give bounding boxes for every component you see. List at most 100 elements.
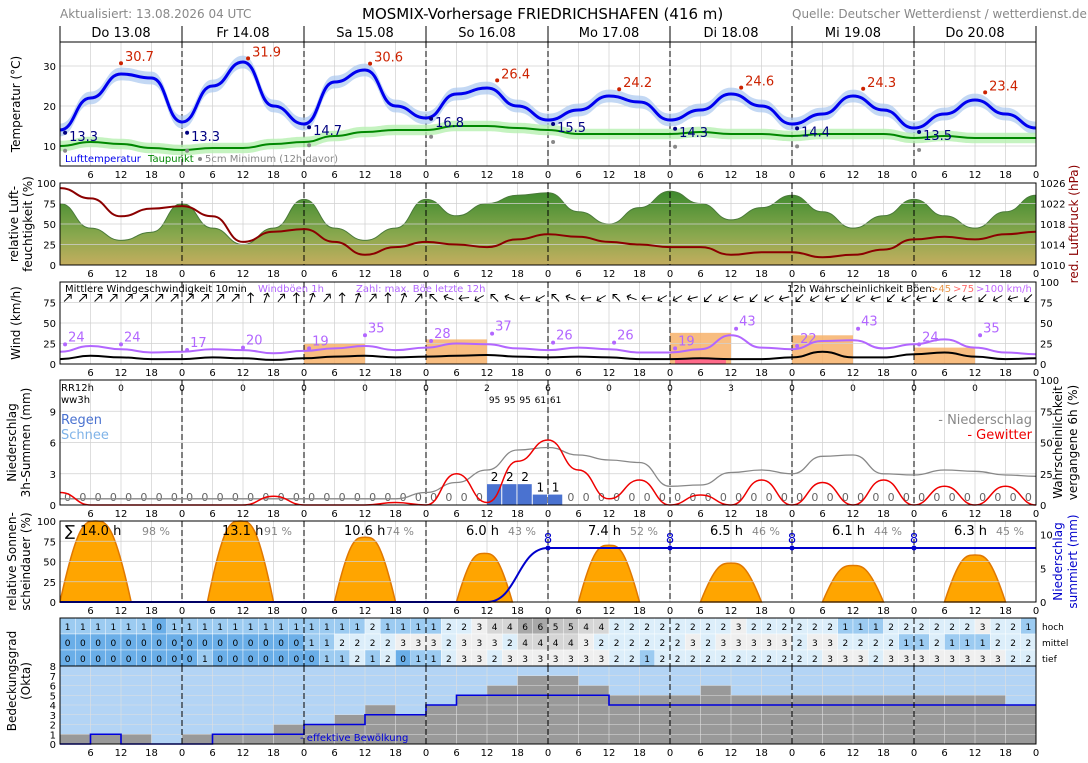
rain-bar-label: 1 (552, 481, 560, 495)
gust-max-label: 24 (922, 330, 939, 345)
cloud-layer-value: 2 (965, 623, 971, 633)
max-marker (119, 61, 123, 66)
precip-zero-label: 0 (110, 491, 117, 504)
hum-hour-label: 6 (209, 269, 215, 280)
arrow-head (718, 296, 724, 303)
hum-hour-label: 6 (819, 269, 825, 280)
temp-hour-label: 0 (423, 170, 429, 181)
day-header: Fr 14.08 (216, 26, 269, 41)
arrow-shaft (216, 294, 225, 302)
arrow-shaft (263, 293, 269, 303)
min-marker (917, 130, 922, 134)
ww3h-value: 95 (489, 396, 500, 406)
wind-direction-arrow-icon (687, 295, 698, 302)
wind-hour-label: 0 (911, 368, 917, 379)
cloud-layer-value: 2 (721, 655, 727, 665)
sunshine-percent: 91 % (264, 525, 292, 538)
sunshine-hours: 6.0 h (466, 524, 499, 539)
gust-line (59, 334, 1037, 356)
cloud-layer-value: 3 (492, 639, 498, 649)
cloud-layer-value: 2 (660, 623, 666, 633)
min-temp-label: 13.5 (923, 129, 952, 144)
cloud-layer-value: 2 (660, 639, 666, 649)
cloud-layer-value: 3 (934, 655, 940, 665)
cover-hour-label: 12 (481, 748, 494, 759)
ww3h-value: 61 (550, 396, 561, 406)
press-ytick: 1014 (1040, 241, 1065, 252)
hum-hour-label: 18 (755, 269, 768, 280)
cloud-layer-value: 0 (202, 639, 208, 649)
sum-symbol: ∑ (65, 522, 75, 540)
cloud-layer-value: 3 (980, 655, 986, 665)
wind-direction-arrow-icon (78, 293, 87, 302)
wind-hour-label: 6 (575, 368, 581, 379)
sun-hour-label: 12 (603, 606, 616, 617)
wind-direction-arrow-icon (855, 295, 866, 303)
arrow-shaft (400, 293, 406, 303)
cloud-layer-value: 2 (355, 655, 361, 665)
arrow-head (188, 293, 194, 299)
precip-ylabel: 3h-Summen (mm) (19, 388, 33, 498)
wind-direction-arrow-icon (733, 295, 744, 302)
sunshine-area (333, 536, 397, 603)
cloud-layer-value: 2 (614, 623, 620, 633)
cloud-layer-value: 2 (644, 623, 650, 633)
rr12h-value: 6 (545, 384, 551, 394)
sun-ytick: 0 (50, 598, 56, 609)
arrow-head (795, 297, 801, 303)
sunshine-hours: 10.6 h (344, 524, 385, 539)
precip-zero-label: 0 (598, 491, 605, 504)
cover-hour-label: 18 (267, 748, 280, 759)
cloud-layer-value: 3 (431, 639, 437, 649)
cloud-layer-value: 1 (80, 623, 86, 633)
arrow-head (687, 295, 692, 302)
gust-max-marker (673, 346, 678, 351)
precip-zero-label: 0 (476, 491, 483, 504)
precip-zero-label: 0 (964, 491, 971, 504)
hum-hour-label: 0 (911, 269, 917, 280)
arrow-head (293, 292, 300, 297)
gust-max-marker (612, 340, 617, 345)
cloud-layer-value: 1 (858, 623, 864, 633)
arrow-head (961, 295, 967, 302)
cloud-layer-row-label: mittel (1042, 639, 1068, 649)
cover-hour-label: 0 (301, 748, 307, 759)
arrow-shaft (63, 294, 72, 302)
cloud-layer-value: 0 (156, 655, 162, 665)
cloud-layer-value: 2 (507, 639, 513, 649)
arrow-head (429, 293, 435, 299)
sun-hour-label: 0 (545, 606, 551, 617)
cloud-layer-row-label: hoch (1042, 623, 1064, 633)
wind-direction-arrow-icon (490, 293, 499, 302)
cover-hour-label: 0 (545, 748, 551, 759)
sunshine-percent: 52 % (630, 525, 658, 538)
rr12h-value: 0 (606, 384, 612, 394)
precip-sum-marker (911, 545, 917, 551)
precip-ytick: 0 (50, 501, 56, 512)
press-ytick: 1022 (1040, 200, 1065, 211)
precip-zero-label: 0 (125, 491, 132, 504)
cloud-layer-value: 3 (812, 639, 818, 649)
cloud-layer-value: 3 (583, 639, 589, 649)
legend-dewpoint: Taupunkt (147, 154, 194, 165)
precip-frame (59, 379, 1037, 506)
precip-ylabel: Niederschlag (5, 403, 19, 481)
arrow-head (932, 297, 938, 303)
cloud-layer-value: 4 (599, 623, 605, 633)
precip-zero-label: 0 (735, 491, 742, 504)
arrow-shaft (414, 293, 422, 303)
cloud-layer-value: 2 (827, 623, 833, 633)
gust-max-marker (119, 342, 123, 347)
cloud-layer-value: 0 (248, 655, 254, 665)
cloud-layer-value: 2 (843, 639, 849, 649)
min-temp-label: 13.3 (191, 130, 220, 145)
cover-hour-label: 0 (179, 748, 185, 759)
arrow-head (733, 295, 738, 302)
precip-zero-label: 0 (217, 491, 224, 504)
cloud-layer-value: 1 (95, 623, 101, 633)
arrow-head (127, 293, 133, 299)
cloud-layer-value: 2 (446, 623, 452, 633)
cover-ytick: 3 (50, 711, 56, 722)
day-header: Di 18.08 (704, 26, 759, 41)
temp-ytick: 20 (43, 102, 56, 113)
